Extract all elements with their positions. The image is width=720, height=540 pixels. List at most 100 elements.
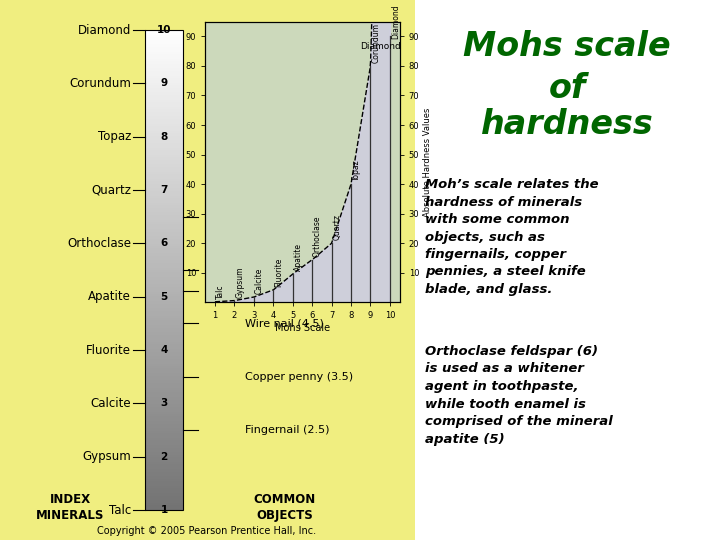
Bar (145, 471, 183, 474)
Bar (145, 492, 183, 496)
Bar (145, 505, 183, 508)
Text: Fluorite: Fluorite (86, 343, 131, 356)
Bar (145, 200, 183, 203)
Bar (145, 262, 183, 265)
Bar (145, 56, 183, 59)
Bar (145, 138, 183, 140)
Text: 3: 3 (161, 399, 168, 408)
Bar (145, 135, 183, 138)
Bar (145, 399, 183, 402)
Bar (145, 51, 183, 54)
Bar (145, 159, 183, 162)
Text: Gypsum: Gypsum (82, 450, 131, 463)
Bar (145, 161, 183, 164)
Bar (145, 75, 183, 78)
Bar (145, 341, 183, 345)
Bar (145, 82, 183, 85)
Bar (145, 195, 183, 198)
Bar (145, 454, 183, 457)
Bar (0, 0, 415, 540)
Bar (145, 502, 183, 505)
Bar (145, 231, 183, 234)
Bar (145, 229, 183, 232)
Bar (145, 380, 183, 383)
Bar (145, 474, 183, 476)
Bar (145, 258, 183, 260)
Bar (145, 157, 183, 160)
Text: Gypsum: Gypsum (235, 266, 244, 298)
Text: 10: 10 (157, 25, 171, 35)
Bar (145, 60, 183, 64)
Bar (145, 121, 183, 124)
Bar (145, 447, 183, 450)
Bar (145, 449, 183, 453)
Text: Streak plate (6.5): Streak plate (6.5) (245, 212, 343, 221)
Bar (145, 318, 183, 320)
Bar (145, 265, 183, 268)
Bar (145, 173, 183, 177)
Bar (145, 291, 183, 294)
Text: 8: 8 (161, 132, 168, 141)
Bar (145, 490, 183, 493)
Bar (145, 193, 183, 195)
Text: Orthoclase: Orthoclase (313, 215, 322, 257)
Bar (145, 243, 183, 246)
Bar (145, 303, 183, 306)
Bar (145, 53, 183, 56)
Text: Copper penny (3.5): Copper penny (3.5) (245, 372, 353, 382)
Bar (145, 327, 183, 330)
Bar (145, 267, 183, 270)
Text: 2: 2 (161, 451, 168, 462)
Bar (145, 334, 183, 337)
Bar (145, 236, 183, 239)
Bar (145, 313, 183, 315)
Bar (145, 238, 183, 241)
Bar (145, 181, 183, 184)
Bar (145, 102, 183, 104)
Text: Talc: Talc (216, 285, 225, 299)
Bar (145, 37, 183, 39)
Bar (145, 437, 183, 441)
Bar (145, 198, 183, 200)
Bar (145, 284, 183, 287)
Bar (145, 462, 183, 464)
Bar (145, 186, 183, 188)
Bar (145, 301, 183, 303)
Bar (145, 68, 183, 71)
Bar (145, 143, 183, 145)
Bar (145, 30, 183, 510)
Bar (145, 354, 183, 356)
Bar (145, 445, 183, 448)
Bar (145, 373, 183, 376)
Bar (145, 164, 183, 167)
Bar (145, 145, 183, 147)
Bar (145, 130, 183, 133)
Bar (145, 488, 183, 491)
Bar (145, 118, 183, 121)
Bar (145, 325, 183, 328)
Bar (145, 260, 183, 263)
Text: Calcite: Calcite (255, 268, 264, 294)
Text: Diamond: Diamond (360, 42, 400, 51)
Bar (145, 310, 183, 313)
Bar (145, 125, 183, 129)
Bar (145, 274, 183, 277)
Bar (145, 202, 183, 205)
Bar (145, 73, 183, 76)
Bar (145, 39, 183, 42)
Text: Talc: Talc (109, 503, 131, 516)
Bar (145, 406, 183, 409)
Text: Quartz: Quartz (91, 184, 131, 197)
Bar (145, 30, 183, 32)
Bar (145, 469, 183, 471)
Bar (145, 111, 183, 114)
Bar (145, 65, 183, 69)
Bar (145, 109, 183, 112)
Bar (145, 42, 183, 44)
Bar (145, 322, 183, 325)
Bar (145, 397, 183, 400)
Bar (145, 414, 183, 416)
Text: Mohs scale: Mohs scale (463, 30, 671, 63)
Bar (145, 426, 183, 428)
Bar (145, 495, 183, 498)
